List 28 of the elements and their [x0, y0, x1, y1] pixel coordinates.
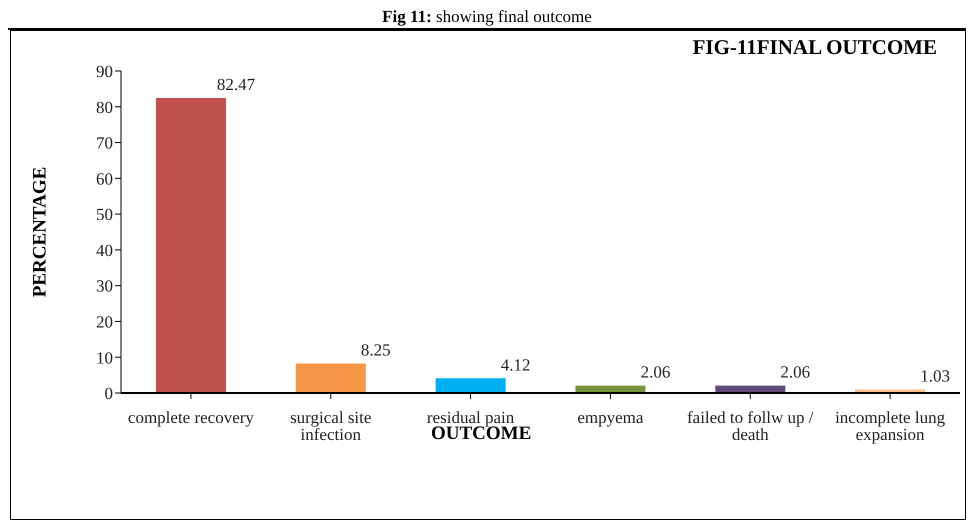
y-tick-label: 80	[96, 98, 113, 117]
y-tick-label: 10	[96, 348, 113, 368]
chart-title: Fig 11: showing final outcome	[8, 7, 966, 30]
x-tick-label: complete recovery	[128, 408, 254, 428]
data-label: 4.12	[500, 355, 530, 374]
y-tick-label: 0	[104, 384, 113, 404]
y-tick-label: 90	[96, 62, 113, 82]
x-tick-label: empyema	[577, 408, 644, 428]
y-tick-label: 70	[96, 134, 113, 153]
x-tick-label: incomplete lung expansion	[835, 408, 946, 444]
data-label: 1.03	[920, 366, 950, 386]
bar	[436, 378, 506, 393]
chart-subtitle: FIG-11FINAL OUTCOME	[692, 35, 937, 60]
y-axis-title: PERCENTAGE	[30, 166, 51, 298]
data-label: 2.06	[640, 362, 670, 382]
y-tick-label: 60	[96, 169, 113, 188]
y-tick-label: 40	[96, 240, 113, 260]
bar	[156, 98, 226, 393]
data-label: 8.25	[360, 340, 391, 360]
bar	[296, 363, 366, 393]
x-tick-label: surgical site infection	[290, 408, 372, 444]
data-label: 82.47	[216, 74, 256, 94]
y-tick-label: 50	[96, 205, 113, 224]
y-tick-label: 30	[96, 276, 113, 296]
y-tick-label: 20	[96, 312, 113, 332]
x-tick-label: residual pain	[426, 408, 515, 428]
data-label: 2.06	[780, 362, 810, 382]
x-tick-label: failed to follw up / death	[686, 408, 814, 444]
